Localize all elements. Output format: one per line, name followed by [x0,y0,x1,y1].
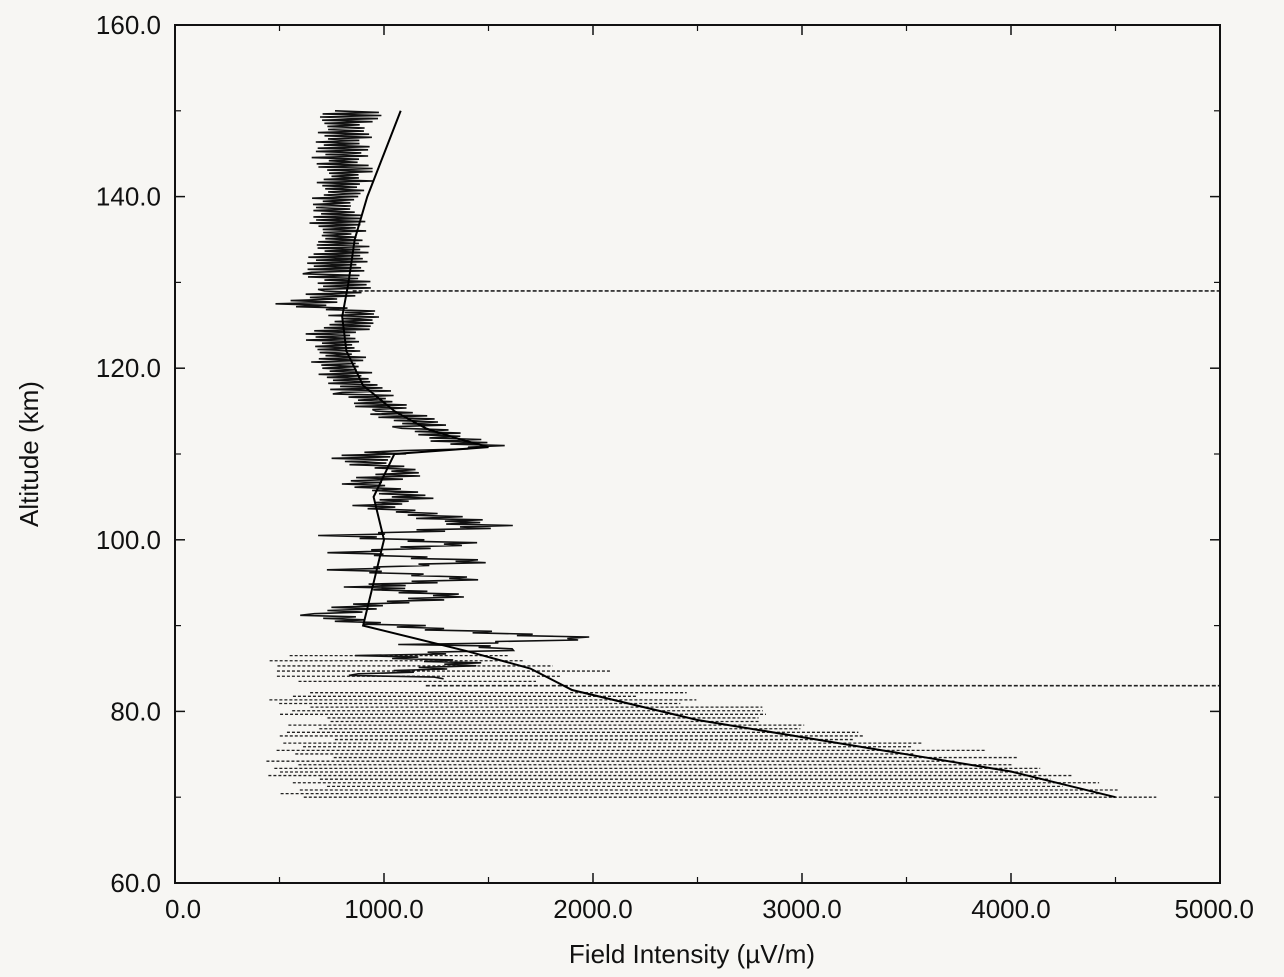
x-tick-label: 2000.0 [553,894,633,924]
tick-labels: 0.0 1000.0 2000.0 3000.0 4000.0 5000.0 60.0 80.… [96,10,1254,924]
y-tick-label: 80.0 [110,696,161,726]
x-tick-label: 5000.0 [1174,894,1254,924]
y-tick-label: 140.0 [96,182,161,212]
plot-frame [174,24,1221,884]
y-tick-label: 160.0 [96,10,161,40]
x-tick-label: 0.0 [165,894,201,924]
plot-area [266,110,1220,799]
x-axis-title: Field Intensity (µV/m) [569,939,815,969]
measured-trace [275,110,590,680]
y-tick-label: 120.0 [96,353,161,383]
x-tick-label: 3000.0 [762,894,842,924]
y-tick-label: 60.0 [110,868,161,898]
x-tick-label: 4000.0 [971,894,1051,924]
x-tick-label: 1000.0 [344,894,424,924]
y-axis-title: Altitude (km) [14,381,44,527]
y-tick-label: 100.0 [96,525,161,555]
sweep-band [266,654,1157,798]
smooth-profile-line [341,110,1116,799]
